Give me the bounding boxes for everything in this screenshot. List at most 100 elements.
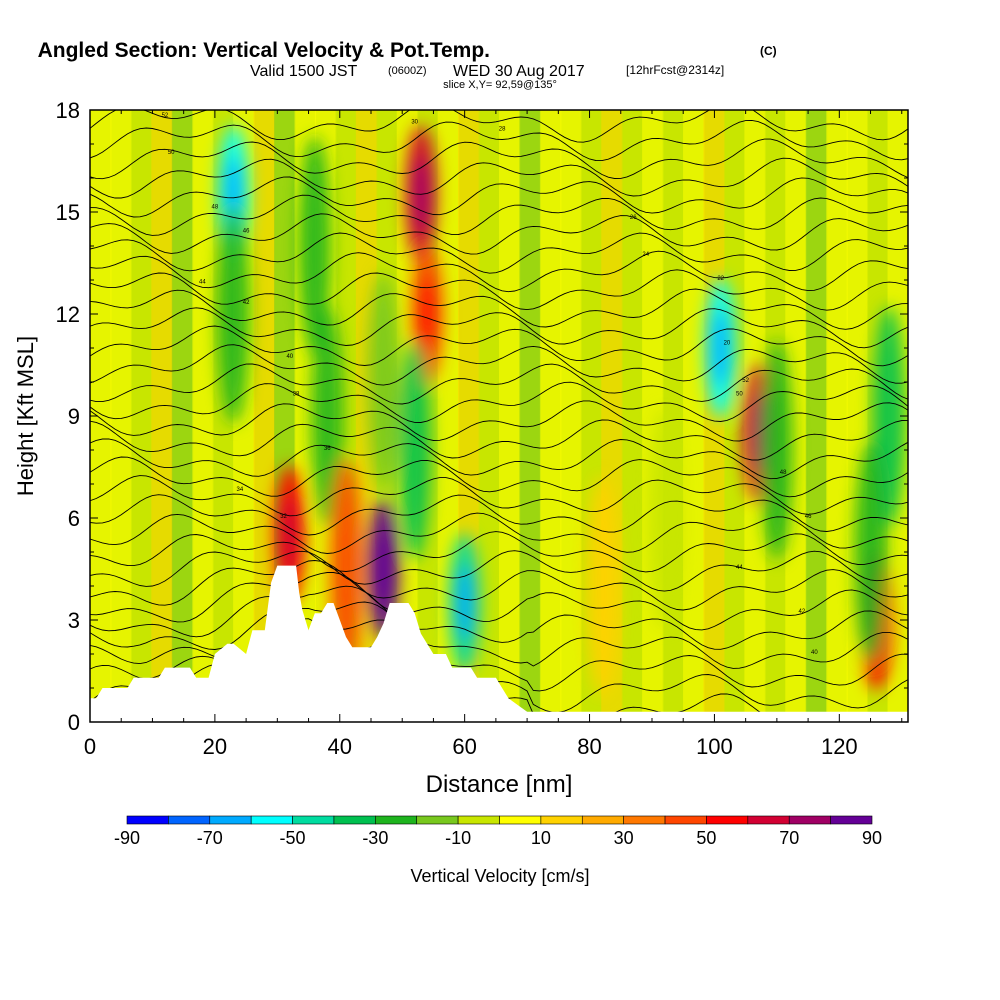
velocity-cell xyxy=(217,204,250,424)
colorbar-swatch xyxy=(747,815,790,825)
colorbar-tick-label: 10 xyxy=(531,828,551,848)
isentrope-line xyxy=(90,344,908,386)
isentrope-line xyxy=(90,250,908,293)
velocity-cell xyxy=(298,136,331,356)
velocity-band xyxy=(192,110,214,722)
isentrope-line xyxy=(90,325,908,367)
isentrope-label: 50 xyxy=(736,392,743,398)
isentrope-label: 44 xyxy=(736,565,743,571)
y-axis-label: Height [Kft MSL] xyxy=(13,336,38,496)
velocity-band xyxy=(130,110,153,722)
chart-title: Angled Section: Vertical Velocity & Pot.… xyxy=(38,39,490,62)
x-tick-label: 60 xyxy=(452,734,476,759)
velocity-band xyxy=(621,110,644,722)
colorbar-tick-label: -50 xyxy=(280,828,306,848)
colorbar-tick-label: -10 xyxy=(445,828,471,848)
colorbar-label: Vertical Velocity [cm/s] xyxy=(410,866,589,886)
colorbar-swatch xyxy=(499,815,542,825)
isentrope-labels: 52 50 48 46 44 42 40 38 36 34 32 30 28 26 24 22 20 52 50 48… xyxy=(162,113,819,656)
isentrope-label: 36 xyxy=(324,446,331,452)
isentrope-line xyxy=(90,560,908,611)
valid-utc: (0600Z) xyxy=(388,65,427,77)
velocity-cell-core xyxy=(712,309,729,387)
velocity-cell xyxy=(854,442,887,662)
colorbar-swatch xyxy=(706,815,749,825)
isentrope-line xyxy=(90,363,908,405)
isentrope-line xyxy=(90,585,908,650)
velocity-cell xyxy=(760,340,793,560)
isentrope-line xyxy=(90,232,908,274)
colorbar-swatch xyxy=(581,815,624,825)
isentrope-line xyxy=(90,119,908,162)
isentrope-line xyxy=(90,138,908,180)
isentrope-label: 42 xyxy=(243,300,250,306)
isentrope-label: 52 xyxy=(162,113,169,119)
isentrope-label: 38 xyxy=(293,392,300,398)
isentrope-line xyxy=(90,550,908,592)
colorbar-swatch xyxy=(623,815,666,825)
velocity-cell-core xyxy=(456,564,473,642)
colorbar-swatch xyxy=(126,815,169,825)
velocity-band xyxy=(539,110,562,722)
isentrope-label: 40 xyxy=(811,650,818,656)
isentrope-line xyxy=(90,157,908,199)
velocity-cell xyxy=(367,272,400,492)
isentrope-line xyxy=(90,269,908,311)
y-tick-label: 6 xyxy=(68,506,80,531)
isentrope-line xyxy=(90,512,908,554)
velocity-cell-core xyxy=(281,496,298,574)
velocity-band xyxy=(253,110,276,722)
isentrope-line xyxy=(90,531,908,573)
valid-date: WED 30 Aug 2017 xyxy=(453,63,585,80)
isentrope-label: 52 xyxy=(742,378,749,384)
colorbar-swatch xyxy=(250,815,293,825)
colorbar-swatch xyxy=(209,815,252,825)
x-tick-label: 120 xyxy=(821,734,858,759)
isentrope-label: 40 xyxy=(286,354,293,360)
velocity-band xyxy=(683,110,705,722)
velocity-band xyxy=(519,110,541,722)
velocity-cell-core xyxy=(375,530,392,608)
slice-info: slice X,Y= 92,59@135° xyxy=(443,79,557,91)
colorbar-tick-label: -70 xyxy=(197,828,223,848)
forecast-info: [12hrFcst@2314z] xyxy=(626,63,724,77)
x-tick-label: 20 xyxy=(203,734,227,759)
velocity-band xyxy=(499,110,521,722)
y-tick-label: 0 xyxy=(68,710,80,735)
isentrope-line xyxy=(90,494,908,536)
isentrope-line xyxy=(90,307,908,349)
x-tick-label: 0 xyxy=(84,734,96,759)
colorbar-tick-label: 90 xyxy=(862,828,882,848)
colorbar: -90 -70 -50 -30 -10 10 30 50 70 90 xyxy=(114,815,882,848)
colorbar-swatch xyxy=(457,815,500,825)
isentrope-line xyxy=(90,194,908,236)
isentrope-label: 34 xyxy=(237,487,244,493)
velocity-band xyxy=(90,110,112,722)
isentrope-line xyxy=(90,456,908,498)
colorbar-swatch xyxy=(788,815,831,825)
isentrope-label: 20 xyxy=(724,341,731,347)
velocity-band xyxy=(723,110,746,722)
isentrope-label: 30 xyxy=(411,120,418,126)
valid-time: Valid 1500 JST xyxy=(250,63,358,80)
velocity-cell-core xyxy=(419,275,436,353)
x-axis: 0 20 40 60 80 100 120 xyxy=(84,110,903,759)
isentrope-line xyxy=(90,176,908,218)
isentrope-line xyxy=(90,288,908,330)
chart-title-unit: (C) xyxy=(760,44,777,58)
isentrope-label: 48 xyxy=(780,470,787,476)
velocity-cell xyxy=(648,408,681,628)
velocity-band xyxy=(785,110,807,722)
x-axis-label: Distance [nm] xyxy=(426,771,573,798)
velocity-cell-core xyxy=(412,156,429,234)
velocity-band xyxy=(171,110,194,722)
colorbar-swatch xyxy=(333,815,376,825)
colorbar-swatch xyxy=(416,815,459,825)
y-tick-label: 18 xyxy=(56,98,80,123)
x-tick-label: 40 xyxy=(328,734,352,759)
isentrope-label: 24 xyxy=(642,252,649,258)
velocity-band xyxy=(478,110,500,722)
velocity-cell xyxy=(311,306,344,526)
isentrope-line xyxy=(90,213,908,255)
